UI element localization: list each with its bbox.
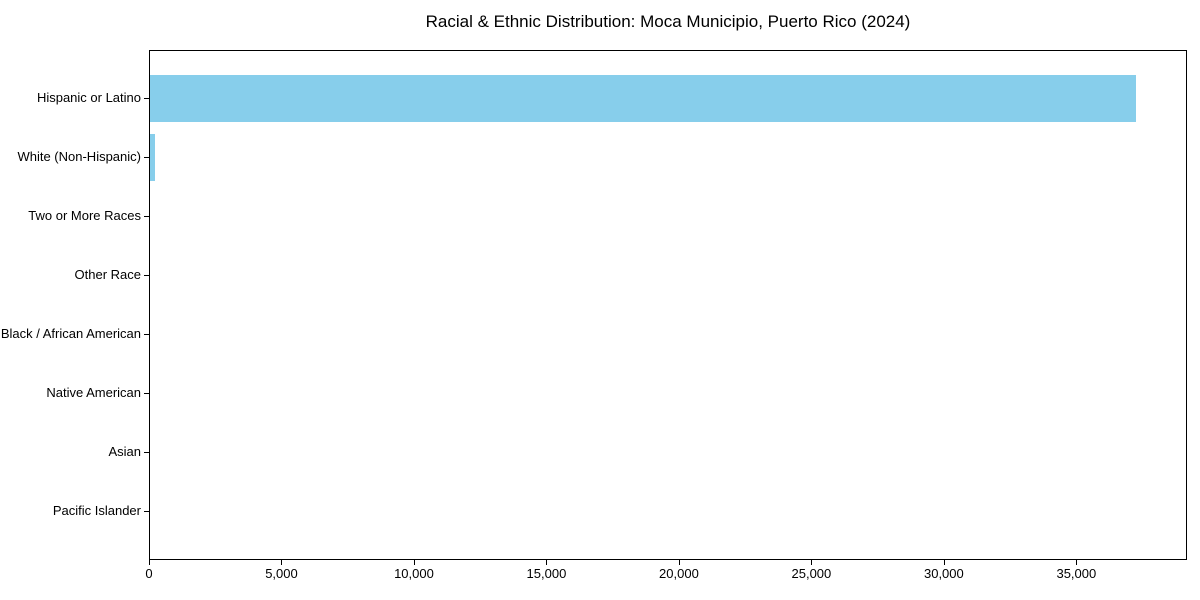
x-tick-label: 25,000	[791, 566, 832, 581]
x-tick-label: 30,000	[923, 566, 964, 581]
x-tick-mark	[281, 560, 283, 565]
x-tick-mark	[1076, 560, 1078, 565]
y-tick-label: Other Race	[74, 266, 141, 282]
x-tick-label: 0	[145, 566, 153, 581]
x-tick-mark	[678, 560, 680, 565]
y-tick-mark	[144, 392, 149, 394]
y-tick-label: White (Non-Hispanic)	[17, 148, 141, 164]
x-tick-mark	[413, 560, 415, 565]
y-tick-label: Black / African American	[0, 325, 141, 341]
y-tick-mark	[144, 97, 149, 99]
chart-title: Racial & Ethnic Distribution: Moca Munic…	[425, 12, 911, 31]
plot-area	[149, 50, 1187, 560]
y-tick-label: Asian	[108, 443, 141, 459]
y-tick-mark	[144, 510, 149, 512]
x-tick-mark	[811, 560, 813, 565]
bar	[150, 134, 156, 181]
y-tick-label: Pacific Islander	[52, 502, 141, 518]
bar	[150, 75, 1137, 122]
x-tick-label: 10,000	[394, 566, 434, 581]
x-tick-mark	[943, 560, 945, 565]
x-tick-label: 5,000	[265, 566, 298, 581]
y-tick-mark	[144, 451, 149, 453]
y-tick-mark	[144, 333, 149, 335]
x-tick-label: 20,000	[659, 566, 699, 581]
y-tick-mark	[144, 215, 149, 217]
y-tick-label: Hispanic or Latino	[36, 89, 141, 105]
x-tick-mark	[546, 560, 548, 565]
x-tick-label: 15,000	[526, 566, 567, 581]
x-tick-label: 35,000	[1056, 566, 1097, 581]
x-tick-mark	[149, 560, 150, 565]
y-tick-mark	[144, 274, 149, 276]
y-tick-label: Native American	[46, 384, 141, 400]
y-tick-label: Two or More Races	[28, 207, 141, 223]
y-tick-mark	[144, 156, 149, 158]
